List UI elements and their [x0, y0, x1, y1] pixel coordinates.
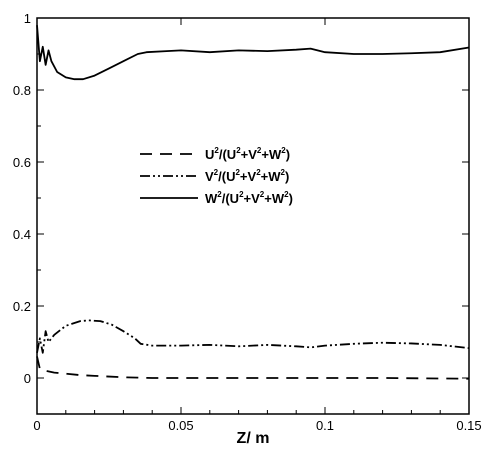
- y-tick-label: 0.6: [13, 155, 31, 170]
- legend-label-1: U2/(U2+V2+W2): [205, 146, 290, 162]
- plot-frame: [36, 17, 470, 415]
- x-axis-title: Z/ m: [237, 430, 270, 447]
- x-tick-label: 0.15: [456, 418, 481, 433]
- y-tick-label: 0.4: [13, 227, 31, 242]
- x-tick-label: 0.1: [316, 418, 334, 433]
- legend-label-2: V2/(U2+V2+W2): [205, 168, 289, 184]
- legend: U2/(U2+V2+W2) V2/(U2+V2+W2) W2/(U2+V2+W2): [140, 146, 293, 206]
- series-line-1: [36, 356, 470, 380]
- x-tick-label: 0.05: [168, 418, 193, 433]
- y-tick-label: 0.8: [13, 83, 31, 98]
- x-tick-label: 0: [33, 418, 40, 433]
- series-line-3: [36, 25, 470, 81]
- axis-ticks: 0 0.05 0.1 0.15 0 0.2 0.4 0.6 0.8 1: [13, 11, 482, 433]
- y-tick-label: 0.2: [13, 299, 31, 314]
- series-layer: [36, 25, 470, 380]
- series-line-2: [36, 319, 470, 354]
- y-tick-label: 1: [24, 11, 31, 26]
- legend-label-3: W2/(U2+V2+W2): [205, 190, 293, 206]
- y-tick-label: 0: [24, 371, 31, 386]
